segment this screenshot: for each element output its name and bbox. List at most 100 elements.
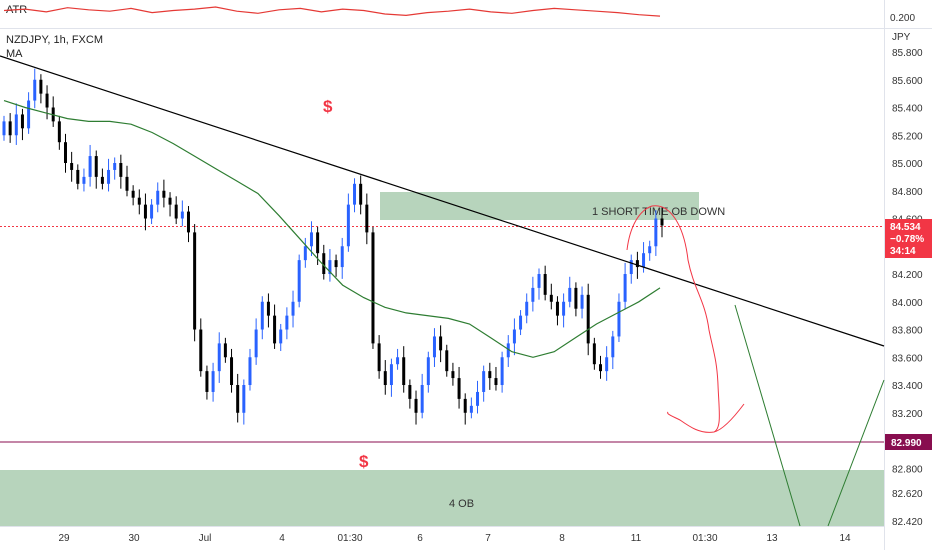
candle-body: [322, 253, 326, 275]
candle-body: [162, 190, 166, 198]
candle-body: [439, 336, 443, 351]
candle-body: [156, 190, 160, 205]
candle-body: [291, 301, 295, 316]
candle-body: [531, 287, 535, 302]
candle-body: [562, 301, 566, 316]
candle-body: [8, 121, 12, 136]
trendline[interactable]: [0, 55, 885, 347]
candle-body: [629, 260, 633, 275]
candle-body: [82, 176, 86, 184]
candle-body: [642, 253, 646, 268]
candle-body: [150, 204, 154, 219]
candle-body: [242, 385, 246, 413]
price-tick-label: 82.420: [892, 517, 923, 528]
candle-body: [137, 197, 141, 205]
price-axis-currency: JPY: [892, 32, 911, 43]
price-tick-label: 83.600: [892, 353, 923, 364]
candle-body: [580, 294, 584, 309]
time-tick-label: 29: [58, 533, 70, 544]
indicator-label[interactable]: MA: [6, 48, 23, 60]
candle-body: [309, 232, 313, 247]
current-price-value: 84.534: [890, 222, 921, 233]
candle-body: [365, 204, 369, 233]
candle-body: [402, 357, 406, 386]
time-tick-label: 13: [766, 533, 778, 544]
candle-body: [371, 232, 375, 344]
time-axis-ticks[interactable]: 29 30 Jul 4 01:30 6 7 8 11 01:30 13 14: [58, 533, 851, 544]
price-tick-label: 84.000: [892, 298, 923, 309]
price-axis-ticks[interactable]: 85.80085.60085.40085.20085.00084.80084.6…: [892, 48, 923, 528]
price-tick-label: 83.200: [892, 409, 923, 420]
candle-body: [568, 287, 572, 302]
candle-body: [494, 378, 498, 386]
candle-body: [63, 142, 67, 164]
candle-body: [193, 232, 197, 330]
candle-body: [445, 350, 449, 372]
candle-body: [316, 232, 320, 254]
candle-body: [482, 371, 486, 392]
candle-body: [611, 336, 615, 358]
candle-body: [273, 315, 277, 344]
candle-body: [389, 364, 393, 386]
price-tick-label: 84.200: [892, 270, 923, 281]
candle-body: [525, 301, 529, 316]
candle-body: [285, 315, 289, 330]
candle-body: [432, 336, 436, 358]
zone-bottom[interactable]: [0, 470, 884, 526]
candle-body: [254, 329, 258, 358]
current-price-countdown: 34:14: [890, 246, 916, 257]
candles-group: [2, 68, 664, 425]
chart-legend: NZDJPY, 1h, FXCM MA: [6, 33, 103, 61]
candle-body: [377, 343, 381, 372]
candle-body: [266, 301, 270, 316]
time-tick-label: 4: [279, 533, 285, 544]
candle-body: [223, 343, 227, 358]
price-tick-label: 84.800: [892, 187, 923, 198]
price-tick-label: 85.400: [892, 104, 923, 115]
green-projection-drawing[interactable]: [734, 304, 885, 527]
candle-body: [260, 301, 264, 330]
candle-body: [76, 169, 80, 184]
candle-body: [107, 169, 111, 184]
candle-body: [605, 357, 609, 372]
candle-body: [180, 211, 184, 219]
candle-body: [574, 287, 578, 309]
candle-body: [346, 204, 350, 247]
time-tick-label: 7: [485, 533, 491, 544]
time-tick-label: Jul: [199, 533, 212, 544]
candle-body: [174, 204, 178, 219]
candle-body: [125, 176, 129, 191]
candle-body: [230, 357, 234, 386]
price-tick-label: 85.000: [892, 159, 923, 170]
price-tick-label: 85.800: [892, 48, 923, 59]
candle-body: [94, 156, 98, 177]
candle-body: [543, 274, 547, 295]
red-projection-drawing[interactable]: [626, 205, 745, 433]
price-tick-label: 85.600: [892, 76, 923, 87]
candle-body: [488, 371, 492, 379]
time-tick-label: 30: [128, 533, 140, 544]
candle-body: [113, 163, 117, 170]
time-tick-label: 14: [839, 533, 851, 544]
candle-body: [586, 294, 590, 344]
candle-body: [555, 301, 559, 316]
candle-body: [617, 301, 621, 337]
symbol-line[interactable]: NZDJPY, 1h, FXCM: [6, 34, 103, 46]
candle-body: [45, 93, 49, 108]
candle-body: [88, 156, 92, 177]
candle-body: [463, 398, 467, 413]
candle-body: [14, 114, 18, 136]
candle-body: [648, 246, 652, 254]
candle-body: [39, 79, 43, 94]
candle-body: [168, 197, 172, 205]
zone-bottom-label: 4 OB: [449, 498, 474, 510]
zone-top[interactable]: [380, 192, 699, 220]
candle-body: [469, 405, 473, 413]
dollar-mark-bottom: $: [359, 452, 369, 471]
candle-body: [297, 260, 301, 302]
candle-body: [549, 294, 553, 302]
candle-body: [660, 218, 664, 226]
candle-body: [396, 357, 400, 365]
candle-body: [2, 121, 6, 136]
